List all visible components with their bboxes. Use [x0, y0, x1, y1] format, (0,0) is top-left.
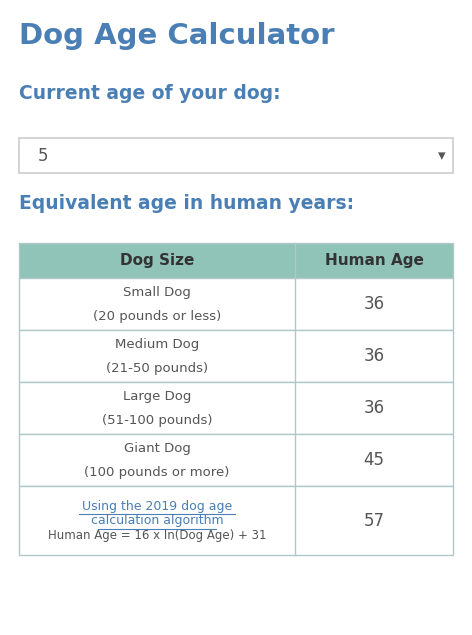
- FancyBboxPatch shape: [19, 330, 453, 382]
- FancyBboxPatch shape: [19, 486, 453, 555]
- Text: Equivalent age in human years:: Equivalent age in human years:: [19, 194, 354, 213]
- Text: (51-100 pounds): (51-100 pounds): [101, 414, 212, 427]
- Text: Current age of your dog:: Current age of your dog:: [19, 84, 280, 103]
- Text: 45: 45: [363, 451, 385, 469]
- FancyBboxPatch shape: [19, 382, 453, 434]
- Text: 36: 36: [363, 295, 385, 313]
- Text: Human Age = 16 x ln(Dog Age) + 31: Human Age = 16 x ln(Dog Age) + 31: [48, 529, 266, 542]
- FancyBboxPatch shape: [19, 243, 453, 278]
- Text: Human Age: Human Age: [325, 253, 423, 268]
- Text: 5: 5: [38, 147, 48, 165]
- Text: (20 pounds or less): (20 pounds or less): [93, 310, 221, 323]
- Text: Medium Dog: Medium Dog: [115, 338, 199, 351]
- FancyBboxPatch shape: [19, 278, 453, 330]
- FancyBboxPatch shape: [19, 138, 453, 173]
- Text: (21-50 pounds): (21-50 pounds): [106, 362, 208, 375]
- Text: 36: 36: [363, 347, 385, 365]
- Text: Dog Size: Dog Size: [120, 253, 194, 268]
- Text: 36: 36: [363, 399, 385, 417]
- Text: Large Dog: Large Dog: [123, 390, 191, 403]
- Text: Dog Age Calculator: Dog Age Calculator: [19, 22, 334, 50]
- Text: Giant Dog: Giant Dog: [124, 442, 190, 455]
- Text: (100 pounds or more): (100 pounds or more): [84, 466, 229, 479]
- Text: Small Dog: Small Dog: [123, 286, 191, 298]
- Text: calculation algorithm: calculation algorithm: [91, 514, 223, 527]
- Text: 57: 57: [363, 512, 385, 530]
- Text: Using the 2019 dog age: Using the 2019 dog age: [82, 500, 232, 512]
- Text: ▾: ▾: [438, 149, 445, 163]
- FancyBboxPatch shape: [19, 434, 453, 486]
